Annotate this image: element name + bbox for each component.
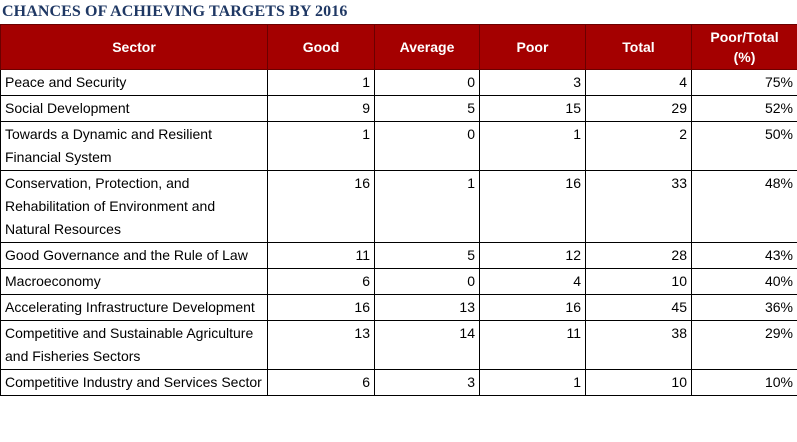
cell-total: 28 <box>585 242 692 269</box>
header-poor: Poor <box>479 24 586 70</box>
cell-good: 6 <box>267 369 375 396</box>
cell-total: 10 <box>585 268 692 295</box>
cell-poor-total-pct: 29% <box>691 320 797 370</box>
cell-sector: Good Governance and the Rule of Law <box>0 242 268 269</box>
cell-total: 4 <box>585 69 692 96</box>
cell-good: 6 <box>267 268 375 295</box>
cell-poor-total-pct: 43% <box>691 242 797 269</box>
cell-sector: Peace and Security <box>0 69 268 96</box>
cell-poor-total-pct: 50% <box>691 121 797 171</box>
cell-poor-total-pct: 40% <box>691 268 797 295</box>
cell-good: 1 <box>267 69 375 96</box>
cell-poor: 1 <box>479 369 586 396</box>
cell-average: 0 <box>374 69 480 96</box>
cell-average: 5 <box>374 95 480 122</box>
targets-table: Sector Good Average Poor Total Poor/Tota… <box>0 24 797 396</box>
cell-sector: Social Development <box>0 95 268 122</box>
table-row: Towards a Dynamic and Resilient Financia… <box>0 121 797 171</box>
cell-total: 29 <box>585 95 692 122</box>
cell-sector: Conservation, Protection, and Rehabilita… <box>0 170 268 243</box>
cell-average: 0 <box>374 268 480 295</box>
header-average: Average <box>374 24 480 70</box>
cell-total: 38 <box>585 320 692 370</box>
cell-total: 33 <box>585 170 692 243</box>
cell-good: 9 <box>267 95 375 122</box>
cell-poor: 16 <box>479 294 586 321</box>
table-row: Good Governance and the Rule of Law 11 5… <box>0 242 797 269</box>
table-row: Competitive Industry and Services Sector… <box>0 369 797 396</box>
cell-average: 3 <box>374 369 480 396</box>
header-total: Total <box>585 24 692 70</box>
cell-good: 11 <box>267 242 375 269</box>
cell-good: 13 <box>267 320 375 370</box>
cell-poor-total-pct: 36% <box>691 294 797 321</box>
cell-average: 13 <box>374 294 480 321</box>
header-sector: Sector <box>0 24 268 70</box>
table-row: Macroeconomy 6 0 4 10 40% <box>0 268 797 295</box>
cell-average: 0 <box>374 121 480 171</box>
header-good: Good <box>267 24 375 70</box>
cell-sector: Macroeconomy <box>0 268 268 295</box>
cell-good: 16 <box>267 294 375 321</box>
cell-average: 5 <box>374 242 480 269</box>
cell-poor: 12 <box>479 242 586 269</box>
header-poor-total-line2: (%) <box>733 49 756 65</box>
cell-sector: Competitive and Sustainable Agriculture … <box>0 320 268 370</box>
cell-total: 45 <box>585 294 692 321</box>
cell-good: 16 <box>267 170 375 243</box>
cell-poor-total-pct: 52% <box>691 95 797 122</box>
cell-poor: 11 <box>479 320 586 370</box>
cell-poor-total-pct: 48% <box>691 170 797 243</box>
cell-poor: 4 <box>479 268 586 295</box>
cell-total: 2 <box>585 121 692 171</box>
cell-poor: 15 <box>479 95 586 122</box>
cell-sector: Competitive Industry and Services Sector <box>0 369 268 396</box>
header-row: Sector Good Average Poor Total Poor/Tota… <box>0 24 797 70</box>
table-row: Conservation, Protection, and Rehabilita… <box>0 170 797 243</box>
cell-poor: 3 <box>479 69 586 96</box>
table-title: CHANCES OF ACHIEVING TARGETS BY 2016 <box>2 3 348 20</box>
cell-good: 1 <box>267 121 375 171</box>
cell-sector: Towards a Dynamic and Resilient Financia… <box>0 121 268 171</box>
cell-poor-total-pct: 75% <box>691 69 797 96</box>
header-poor-total: Poor/Total (%) <box>691 24 797 70</box>
cell-poor: 16 <box>479 170 586 243</box>
cell-average: 1 <box>374 170 480 243</box>
table-row: Competitive and Sustainable Agriculture … <box>0 320 797 370</box>
cell-poor-total-pct: 10% <box>691 369 797 396</box>
table-row: Accelerating Infrastructure Development … <box>0 294 797 321</box>
table-row: Social Development 9 5 15 29 52% <box>0 95 797 122</box>
cell-sector: Accelerating Infrastructure Development <box>0 294 268 321</box>
cell-total: 10 <box>585 369 692 396</box>
cell-poor: 1 <box>479 121 586 171</box>
table-row: Peace and Security 1 0 3 4 75% <box>0 69 797 96</box>
cell-average: 14 <box>374 320 480 370</box>
header-poor-total-line1: Poor/Total <box>710 29 779 45</box>
